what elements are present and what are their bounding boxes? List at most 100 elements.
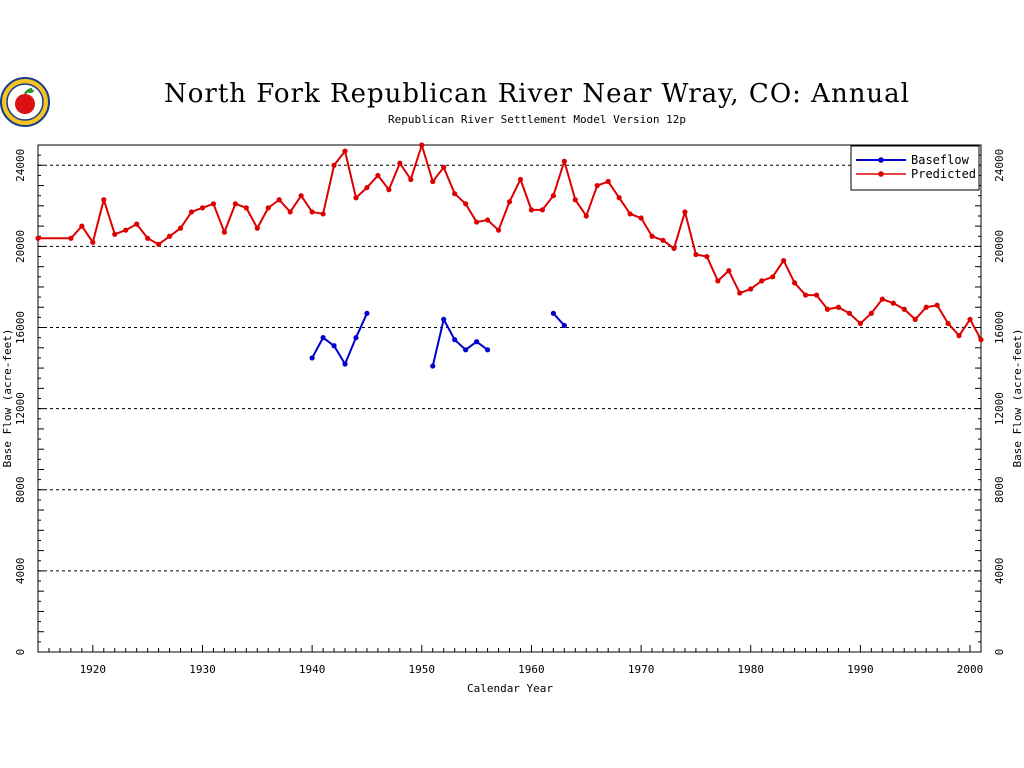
predicted-point-1988	[835, 304, 842, 310]
predicted-point-1931	[210, 201, 217, 207]
y-tick-label-right-12000: 12000	[993, 392, 1006, 425]
legend-box	[850, 145, 980, 191]
y-tick-label-left-12000: 12000	[14, 392, 27, 425]
predicted-point-1976	[704, 253, 710, 260]
predicted-point-1927	[166, 233, 173, 239]
legend-label-baseflow: Baseflow	[911, 153, 970, 167]
predicted-point-1955	[474, 219, 480, 225]
predicted-point-1975	[693, 251, 699, 258]
predicted-point-1998	[945, 320, 951, 327]
predicted-point-2000	[967, 316, 973, 323]
predicted-point-1953	[452, 191, 458, 197]
chart-subtitle: Republican River Settlement Model Versio…	[388, 113, 686, 126]
predicted-point-1967	[605, 178, 611, 185]
baseflow-line-segment-2	[552, 312, 566, 327]
x-tick-label-1970: 1970	[628, 663, 655, 676]
predicted-point-1996	[923, 304, 929, 310]
baseflow-point-1944	[353, 335, 359, 341]
predicted-point-1982	[770, 274, 776, 280]
predicted-point-1968	[616, 195, 622, 201]
baseflow-point-1956	[484, 347, 491, 353]
predicted-point-1991	[868, 310, 874, 316]
baseflow-point-1940	[309, 355, 315, 361]
predicted-point-1958	[506, 199, 513, 205]
predicted-point-1957	[495, 227, 502, 233]
x-tick-label-1930: 1930	[189, 663, 216, 676]
predicted-point-1938	[287, 209, 293, 215]
predicted-point-1921	[101, 197, 107, 203]
predicted-point-1978	[726, 268, 732, 274]
predicted-point-1956	[484, 217, 491, 223]
predicted-point-1966	[594, 182, 600, 189]
predicted-point-1960	[528, 207, 535, 213]
predicted-point-1986	[813, 292, 820, 298]
y-tick-label-left-4000: 4000	[14, 558, 27, 585]
predicted-line-segment-0	[38, 144, 982, 341]
y-tick-label-left-0: 0	[14, 649, 27, 656]
y-axis-label: Base Flow (acre-feet)	[1, 328, 14, 467]
x-tick-label-1980: 1980	[737, 663, 764, 676]
predicted-point-1919	[79, 223, 85, 229]
predicted-point-1943	[342, 148, 348, 154]
y-tick-label-right-8000: 8000	[993, 477, 1006, 504]
predicted-point-1970	[638, 215, 644, 221]
x-tick-label-1990: 1990	[847, 663, 874, 676]
y-tick-label-left-24000: 24000	[14, 149, 27, 182]
baseflow-line-segment-1	[431, 318, 489, 367]
apple-logo-icon	[0, 77, 50, 127]
y-tick-label-right-20000: 20000	[993, 230, 1006, 263]
predicted-point-1984	[791, 280, 798, 286]
predicted-point-1995	[912, 316, 918, 323]
series-lines	[35, 142, 984, 369]
x-tick-label-1960: 1960	[518, 663, 545, 676]
predicted-point-1969	[627, 211, 633, 217]
predicted-point-1980	[748, 286, 754, 292]
y-axis-label-right: Base Flow (acre-feet)	[1011, 328, 1024, 467]
predicted-point-1937	[276, 197, 282, 203]
predicted-point-1929	[188, 209, 195, 215]
baseflow-point-1952	[441, 316, 447, 323]
baseflow-point-1941	[320, 335, 326, 341]
predicted-point-1933	[232, 201, 238, 207]
predicted-point-1946	[375, 172, 381, 179]
baseflow-point-1955	[474, 339, 480, 345]
predicted-point-1920	[90, 239, 96, 245]
predicted-point-1973	[671, 245, 677, 252]
baseflow-point-1943	[342, 361, 348, 367]
chart-title: North Fork Republican River Near Wray, C…	[164, 79, 910, 109]
predicted-point-1990	[857, 320, 863, 327]
legend-marker-predicted	[878, 171, 884, 177]
baseflow-point-1953	[452, 337, 458, 343]
x-tick-label-1920: 1920	[80, 663, 107, 676]
predicted-point-1983	[781, 257, 787, 264]
predicted-point-1952	[441, 164, 447, 170]
tick-labels: 0 0 4000 4000 8000 8000 12000 12000 16000 16000 20…	[14, 149, 1006, 676]
predicted-point-1951	[430, 178, 436, 185]
predicted-point-1945	[364, 184, 370, 191]
predicted-point-1915	[35, 235, 41, 241]
baseflow-point-1954	[463, 347, 469, 353]
predicted-point-1940	[309, 209, 315, 215]
predicted-point-1941	[320, 211, 326, 217]
axis-ticks	[37, 144, 982, 653]
predicted-point-1948	[397, 160, 403, 166]
x-tick-label-2000: 2000	[957, 663, 984, 676]
predicted-point-1962	[550, 193, 556, 199]
predicted-point-1935	[254, 225, 260, 231]
baseflow-point-1945	[364, 310, 370, 316]
baseflow-line-segment-0	[311, 312, 368, 366]
baseflow-point-1962	[550, 310, 556, 316]
predicted-point-1961	[539, 207, 545, 213]
predicted-point-2001	[978, 337, 984, 343]
predicted-point-1997	[934, 302, 940, 308]
predicted-point-1999	[956, 333, 962, 339]
predicted-point-1994	[901, 306, 907, 312]
predicted-point-1947	[386, 187, 392, 193]
predicted-point-1974	[682, 209, 688, 215]
y-tick-label-right-0: 0	[993, 649, 1006, 656]
predicted-point-1936	[265, 205, 271, 211]
predicted-point-1992	[879, 296, 885, 302]
baseflow-point-1963	[561, 322, 567, 329]
legend-label-predicted: Predicted	[911, 167, 976, 181]
